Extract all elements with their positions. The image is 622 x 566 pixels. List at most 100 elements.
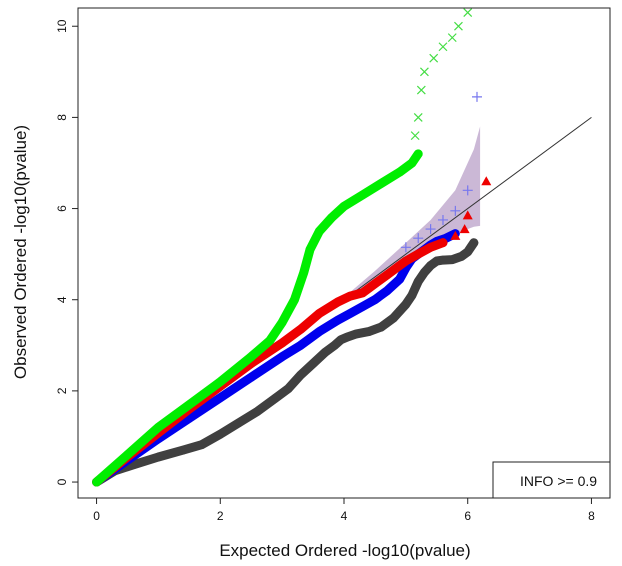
series-0-point-3	[154, 452, 163, 462]
series-5-point-15	[376, 179, 386, 188]
series-5-point-17	[407, 158, 417, 168]
series-5-point-18	[413, 149, 423, 159]
series-6-point-6	[447, 33, 457, 43]
series-3-point-11	[358, 288, 367, 298]
series-2-point-4	[450, 205, 461, 216]
series-6-point-0	[410, 131, 420, 141]
series-2-point-1	[413, 233, 424, 244]
x-tick-label-1: 2	[217, 509, 224, 523]
x-axis-title: Expected Ordered -log10(pvalue)	[219, 541, 470, 560]
series-0-point-8	[253, 407, 262, 416]
series-5-point-14	[358, 190, 367, 200]
y-tick-label-4: 8	[55, 114, 69, 121]
series-5-point-2	[154, 423, 163, 432]
series-0-point-10	[284, 384, 293, 393]
series-2-point-5	[462, 185, 473, 196]
series-5-band	[92, 149, 423, 487]
series-1-point-8	[314, 327, 324, 336]
y-axis-title: Observed Ordered -log10(pvalue)	[11, 125, 30, 379]
series-0-point-17	[352, 329, 361, 339]
series-4-point-2	[462, 210, 473, 220]
series-6	[410, 8, 473, 141]
series-3-point-10	[345, 291, 355, 301]
series-3-point-16	[413, 249, 423, 259]
series-1-point-14	[395, 274, 404, 284]
y-tick-label-3: 6	[55, 205, 69, 212]
series-0-point-4	[178, 445, 188, 455]
series-1	[92, 229, 460, 487]
series-0-point-19	[376, 322, 386, 332]
series-5-point-11	[314, 227, 324, 236]
legend-box	[492, 461, 611, 499]
series-4	[450, 176, 492, 240]
series-0-point-26	[426, 261, 435, 270]
series-0-point-28	[438, 255, 448, 265]
series-1-point-9	[333, 315, 343, 325]
series-1-point-5	[246, 372, 256, 382]
series-0-point-9	[271, 393, 281, 403]
series-0-point-30	[457, 252, 466, 261]
series-0-point-16	[342, 332, 352, 342]
series-5-point-5	[246, 352, 256, 361]
series-0-point-5	[197, 440, 207, 449]
legend-label: INFO >= 0.9	[520, 473, 597, 489]
series-0-point-18	[364, 327, 374, 336]
plot-content	[92, 8, 592, 487]
series-0-point-29	[447, 255, 457, 264]
series-5	[92, 149, 423, 487]
x-tick-label-3: 6	[464, 509, 471, 523]
series-5-point-10	[305, 245, 315, 254]
x-tick-label-2: 4	[341, 509, 348, 523]
series-4-point-0	[450, 230, 461, 240]
series-0-point-11	[296, 370, 305, 380]
series-5-point-4	[215, 377, 225, 387]
series-6-point-5	[438, 42, 448, 52]
series-3-point-18	[438, 238, 448, 248]
series-1-point-10	[345, 309, 355, 318]
x-tick-label-0: 0	[93, 509, 100, 523]
series-0-point-6	[215, 429, 225, 439]
x-tick-label-4: 8	[588, 509, 595, 523]
series-1-point-11	[358, 302, 367, 311]
series-0-point-13	[321, 347, 330, 357]
series-3-point-9	[333, 297, 343, 307]
series-2-point-3	[437, 214, 448, 225]
series-0-point-31	[463, 247, 473, 257]
series-5-point-1	[123, 450, 132, 459]
series-6-point-4	[429, 53, 439, 63]
y-tick-label-5: 10	[55, 19, 69, 33]
series-5-point-13	[339, 201, 349, 211]
series-0-point-22	[401, 299, 411, 309]
series-1-point-4	[215, 393, 225, 403]
legend: INFO >= 0.9	[492, 461, 611, 499]
series-4-point-3	[481, 176, 492, 186]
series-0-point-20	[389, 313, 398, 323]
series-4-point-1	[459, 224, 470, 234]
series-1-point-6	[277, 352, 287, 361]
series-5-point-16	[395, 167, 404, 177]
series-5-point-6	[265, 336, 275, 346]
series-6-point-1	[413, 112, 423, 122]
y-tick-label-1: 2	[55, 387, 69, 394]
y-tick-label-2: 4	[55, 296, 69, 303]
series-5-point-12	[327, 213, 336, 222]
series-0-point-23	[407, 290, 417, 300]
series-3-point-14	[395, 261, 404, 270]
series-1-point-13	[383, 286, 392, 295]
series-3-point-8	[314, 309, 324, 318]
series-3-point-12	[370, 279, 380, 289]
series-5-point-7	[277, 318, 287, 327]
y-tick-label-0: 0	[55, 478, 69, 485]
y-axis: 0 2 4 6 8 10	[55, 19, 78, 485]
series-0-point-32	[469, 238, 479, 248]
series-5-point-3	[185, 400, 194, 409]
confidence-band	[344, 126, 481, 302]
series-5-point-0	[92, 477, 101, 487]
series-2-point-6	[472, 91, 482, 102]
plot-area	[92, 8, 592, 487]
series-3-point-7	[296, 325, 305, 334]
series-2-point-0	[400, 242, 411, 253]
series-5-point-9	[299, 268, 309, 277]
series-0-point-12	[308, 359, 318, 368]
